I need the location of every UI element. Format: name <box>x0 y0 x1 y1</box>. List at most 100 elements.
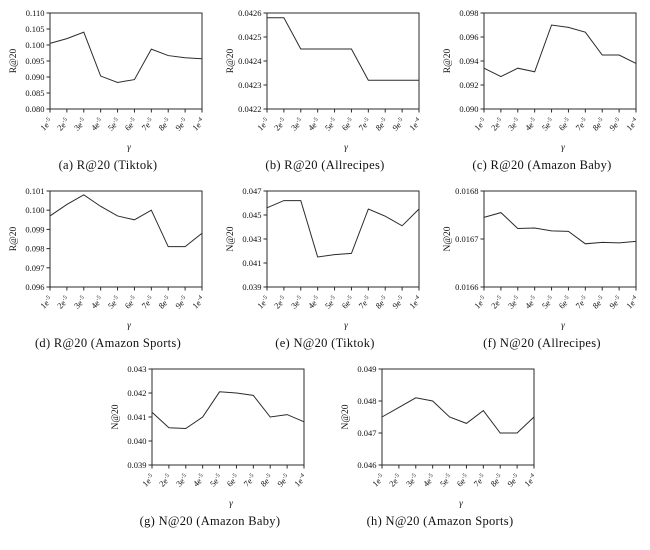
svg-text:8e-5: 8e-5 <box>156 116 172 132</box>
svg-text:8e-5: 8e-5 <box>373 116 389 132</box>
chart-g-caption: (g) N@20 (Amazon Baby) <box>139 514 281 528</box>
svg-text:9e-5: 9e-5 <box>390 294 406 310</box>
svg-text:1e-5: 1e-5 <box>38 294 54 310</box>
svg-text:γ: γ <box>127 321 131 331</box>
svg-text:6e-5: 6e-5 <box>123 294 139 310</box>
svg-text:1e-5: 1e-5 <box>370 472 386 488</box>
svg-text:2e-5: 2e-5 <box>55 116 71 132</box>
svg-text:6e-5: 6e-5 <box>225 472 241 488</box>
svg-text:9e-5: 9e-5 <box>390 116 406 132</box>
svg-text:N@20: N@20 <box>226 226 236 251</box>
svg-text:6e-5: 6e-5 <box>557 294 573 310</box>
svg-text:5e-5: 5e-5 <box>540 116 556 132</box>
chart-e-canvas: 0.039 0.041 0.043 0.045 0.047 1e-5 2e-5 3e-5 4e-… <box>226 186 423 331</box>
svg-text:2e-5: 2e-5 <box>387 472 403 488</box>
svg-text:γ: γ <box>229 499 233 509</box>
svg-text:4e-5: 4e-5 <box>306 116 322 132</box>
svg-text:1e-5: 1e-5 <box>255 294 271 310</box>
svg-text:1e-4: 1e-4 <box>190 294 206 310</box>
svg-text:2e-5: 2e-5 <box>489 294 505 310</box>
svg-text:1e-5: 1e-5 <box>255 116 271 132</box>
chart-a-caption: (a) R@20 (Tiktok) <box>58 158 158 172</box>
svg-text:0.048: 0.048 <box>357 396 376 406</box>
svg-text:5e-5: 5e-5 <box>323 294 339 310</box>
svg-text:3e-5: 3e-5 <box>506 116 522 132</box>
svg-text:5e-5: 5e-5 <box>323 116 339 132</box>
svg-text:9e-5: 9e-5 <box>607 294 623 310</box>
chart-g-cell: 0.039 0.040 0.041 0.042 0.043 1e-5 2e-5 3e-5 4e-… <box>102 361 318 529</box>
chart-a-canvas: 0.080 0.085 0.090 0.095 0.100 0.105 0.110 1e-5 2… <box>9 8 206 153</box>
svg-text:7e-5: 7e-5 <box>356 116 372 132</box>
svg-text:3e-5: 3e-5 <box>174 472 190 488</box>
svg-text:0.085: 0.085 <box>25 88 44 98</box>
svg-text:1e-4: 1e-4 <box>522 472 538 488</box>
svg-text:0.047: 0.047 <box>242 186 261 196</box>
svg-text:0.094: 0.094 <box>459 56 479 66</box>
svg-text:7e-5: 7e-5 <box>356 294 372 310</box>
svg-text:0.090: 0.090 <box>459 104 478 114</box>
svg-text:0.042: 0.042 <box>127 388 146 398</box>
svg-text:8e-5: 8e-5 <box>590 116 606 132</box>
svg-text:2e-5: 2e-5 <box>55 294 71 310</box>
svg-text:2e-5: 2e-5 <box>157 472 173 488</box>
svg-text:3e-5: 3e-5 <box>72 294 88 310</box>
svg-text:5e-5: 5e-5 <box>208 472 224 488</box>
svg-text:0.101: 0.101 <box>25 186 44 196</box>
svg-text:3e-5: 3e-5 <box>289 294 305 310</box>
svg-text:5e-5: 5e-5 <box>540 294 556 310</box>
chart-f-cell: 0.0166 0.0167 0.0168 1e-5 2e-5 3e-5 4e-5 5e-5 6e… <box>434 183 650 351</box>
chart-a-cell: 0.080 0.085 0.090 0.095 0.100 0.105 0.110 1e-5 2… <box>0 5 216 173</box>
chart-row-3: 0.039 0.040 0.041 0.042 0.043 1e-5 2e-5 3e-5 4e-… <box>0 361 650 529</box>
svg-text:2e-5: 2e-5 <box>489 116 505 132</box>
svg-text:0.049: 0.049 <box>357 364 376 374</box>
svg-text:0.098: 0.098 <box>459 8 478 18</box>
svg-text:0.090: 0.090 <box>25 72 44 82</box>
svg-text:0.0426: 0.0426 <box>238 8 261 18</box>
chart-e-cell: 0.039 0.041 0.043 0.045 0.047 1e-5 2e-5 3e-5 4e-… <box>217 183 433 351</box>
svg-text:0.039: 0.039 <box>242 282 261 292</box>
svg-text:0.100: 0.100 <box>25 205 44 215</box>
svg-text:1e-5: 1e-5 <box>472 116 488 132</box>
svg-text:1e-4: 1e-4 <box>190 116 206 132</box>
svg-text:5e-5: 5e-5 <box>438 472 454 488</box>
svg-text:0.100: 0.100 <box>25 40 44 50</box>
chart-b-caption: (b) R@20 (Allrecipes) <box>265 158 385 172</box>
chart-c-caption: (c) R@20 (Amazon Baby) <box>472 158 612 172</box>
svg-text:1e-4: 1e-4 <box>624 294 640 310</box>
svg-text:0.080: 0.080 <box>25 104 44 114</box>
chart-b-canvas: 0.0422 0.0423 0.0424 0.0425 0.0426 1e-5 2e-5 3e… <box>226 8 423 153</box>
svg-text:8e-5: 8e-5 <box>373 294 389 310</box>
svg-text:0.0168: 0.0168 <box>455 186 478 196</box>
svg-text:3e-5: 3e-5 <box>72 116 88 132</box>
svg-text:0.046: 0.046 <box>357 460 376 470</box>
svg-text:0.045: 0.045 <box>242 210 261 220</box>
svg-text:5e-5: 5e-5 <box>106 116 122 132</box>
svg-text:0.099: 0.099 <box>25 224 44 234</box>
svg-text:0.105: 0.105 <box>25 24 44 34</box>
svg-text:6e-5: 6e-5 <box>557 116 573 132</box>
svg-text:R@20: R@20 <box>9 48 19 73</box>
svg-text:7e-5: 7e-5 <box>573 116 589 132</box>
chart-c-canvas: 0.090 0.092 0.094 0.096 0.098 1e-5 2e-5 3e-5 4e-… <box>443 8 640 153</box>
svg-text:0.0423: 0.0423 <box>238 80 261 90</box>
svg-text:1e-4: 1e-4 <box>292 472 308 488</box>
svg-text:0.096: 0.096 <box>459 32 478 42</box>
svg-text:0.110: 0.110 <box>26 8 45 18</box>
svg-text:8e-5: 8e-5 <box>156 294 172 310</box>
svg-text:0.0424: 0.0424 <box>238 56 262 66</box>
svg-text:4e-5: 4e-5 <box>523 294 539 310</box>
chart-d-cell: 0.096 0.097 0.098 0.099 0.100 0.101 1e-5 2e-5 3e… <box>0 183 216 351</box>
svg-text:0.041: 0.041 <box>242 258 261 268</box>
svg-text:3e-5: 3e-5 <box>506 294 522 310</box>
svg-text:0.092: 0.092 <box>459 80 478 90</box>
svg-text:1e-4: 1e-4 <box>624 116 640 132</box>
svg-text:6e-5: 6e-5 <box>455 472 471 488</box>
svg-text:3e-5: 3e-5 <box>289 116 305 132</box>
svg-text:5e-5: 5e-5 <box>106 294 122 310</box>
svg-text:4e-5: 4e-5 <box>191 472 207 488</box>
svg-text:γ: γ <box>344 321 348 331</box>
svg-text:0.040: 0.040 <box>127 436 146 446</box>
chart-c-cell: 0.090 0.092 0.094 0.096 0.098 1e-5 2e-5 3e-5 4e-… <box>434 5 650 173</box>
svg-text:0.039: 0.039 <box>127 460 146 470</box>
